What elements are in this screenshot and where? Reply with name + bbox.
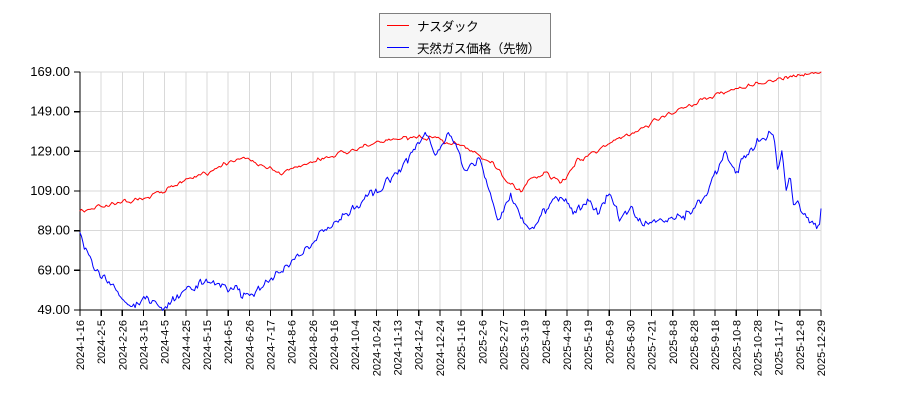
svg-text:2025-4-29: 2025-4-29 <box>562 320 574 370</box>
svg-text:2024-2-5: 2024-2-5 <box>96 320 108 364</box>
svg-text:2025-10-28: 2025-10-28 <box>752 320 764 376</box>
svg-text:2025-6-9: 2025-6-9 <box>604 320 616 364</box>
svg-text:2025-3-19: 2025-3-19 <box>520 320 532 370</box>
svg-text:2024-1-16: 2024-1-16 <box>75 320 87 370</box>
svg-text:49.00: 49.00 <box>37 302 70 317</box>
svg-text:2025-7-21: 2025-7-21 <box>647 320 659 370</box>
svg-text:2024-12-24: 2024-12-24 <box>435 320 447 376</box>
svg-text:2024-10-24: 2024-10-24 <box>371 320 383 376</box>
svg-text:2025-12-8: 2025-12-8 <box>795 320 807 370</box>
svg-text:2024-2-26: 2024-2-26 <box>117 320 129 370</box>
svg-text:2025-11-17: 2025-11-17 <box>774 320 786 375</box>
svg-text:2025-6-30: 2025-6-30 <box>625 320 637 370</box>
svg-text:2025-10-8: 2025-10-8 <box>731 320 743 370</box>
svg-text:2025-9-18: 2025-9-18 <box>710 320 722 370</box>
svg-text:89.00: 89.00 <box>37 223 70 238</box>
svg-text:2025-2-6: 2025-2-6 <box>477 320 489 364</box>
svg-text:149.00: 149.00 <box>30 104 70 119</box>
svg-text:2024-6-5: 2024-6-5 <box>223 320 235 364</box>
svg-text:2025-12-29: 2025-12-29 <box>816 320 828 376</box>
svg-text:2024-10-4: 2024-10-4 <box>350 320 362 370</box>
svg-text:2024-12-4: 2024-12-4 <box>414 320 426 370</box>
svg-text:2025-8-8: 2025-8-8 <box>668 320 680 364</box>
svg-text:2024-6-26: 2024-6-26 <box>244 320 256 370</box>
svg-text:109.00: 109.00 <box>30 183 70 198</box>
svg-text:2024-7-17: 2024-7-17 <box>266 320 278 370</box>
svg-text:2024-8-6: 2024-8-6 <box>287 320 299 364</box>
svg-text:69.00: 69.00 <box>37 262 70 277</box>
svg-text:2025-5-19: 2025-5-19 <box>583 320 595 370</box>
svg-text:2025-8-28: 2025-8-28 <box>689 320 701 370</box>
svg-text:2024-3-15: 2024-3-15 <box>139 320 151 370</box>
svg-text:2025-2-27: 2025-2-27 <box>498 320 510 370</box>
svg-text:2024-8-26: 2024-8-26 <box>308 320 320 370</box>
svg-text:129.00: 129.00 <box>30 143 70 158</box>
svg-text:2025-1-16: 2025-1-16 <box>456 320 468 370</box>
svg-text:169.00: 169.00 <box>30 64 70 79</box>
svg-text:2024-4-5: 2024-4-5 <box>160 320 172 364</box>
svg-text:2024-9-16: 2024-9-16 <box>329 320 341 370</box>
svg-text:2024-5-15: 2024-5-15 <box>202 320 214 370</box>
svg-text:2024-4-25: 2024-4-25 <box>181 320 193 370</box>
svg-text:2024-11-13: 2024-11-13 <box>393 320 405 375</box>
svg-text:2025-4-8: 2025-4-8 <box>541 320 553 364</box>
